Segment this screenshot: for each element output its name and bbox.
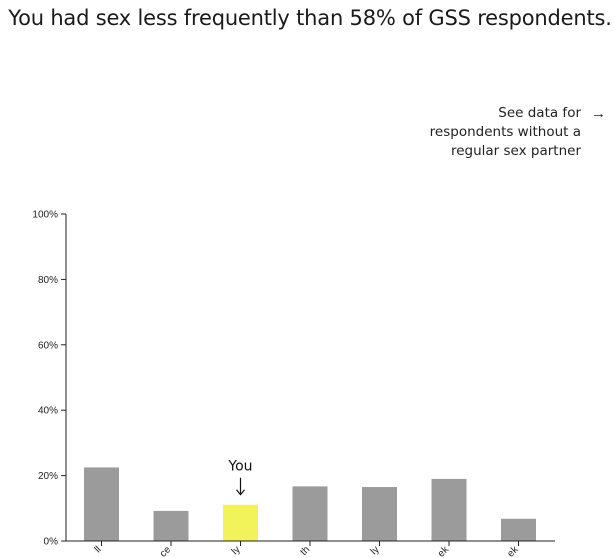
you-annotation: You bbox=[227, 459, 253, 496]
see-data-link[interactable]: See data for respondents without a regul… bbox=[406, 104, 606, 161]
y-tick-label: 60% bbox=[38, 340, 58, 351]
bar bbox=[153, 510, 189, 541]
x-tick-label: ll bbox=[93, 544, 104, 555]
bar bbox=[84, 467, 119, 541]
bar bbox=[501, 518, 536, 541]
bar bbox=[362, 487, 397, 541]
down-arrow-head bbox=[236, 489, 245, 496]
x-tick-label: ly bbox=[230, 544, 243, 557]
right-arrow-icon[interactable]: → bbox=[591, 105, 606, 122]
you-label: You bbox=[227, 459, 252, 475]
y-tick-label: 20% bbox=[38, 471, 58, 482]
headline: You had sex less frequently than 58% of … bbox=[8, 6, 612, 30]
bar bbox=[431, 478, 467, 541]
x-tick-label: ly bbox=[369, 544, 382, 557]
y-tick-label: 40% bbox=[38, 406, 58, 417]
bar-you bbox=[223, 504, 258, 541]
x-tick-label: ce bbox=[158, 544, 174, 558]
x-axis: ll ce ly th ly ek ek bbox=[66, 540, 555, 558]
y-tick-label: 80% bbox=[38, 275, 58, 286]
x-tick-label: th bbox=[298, 544, 312, 558]
bar bbox=[292, 486, 328, 541]
y-axis: 0% 20% 40% 60% 80% 100% bbox=[32, 210, 67, 548]
see-data-link-label[interactable]: See data for respondents without a regul… bbox=[429, 105, 581, 159]
bars bbox=[84, 467, 536, 541]
y-tick-label: 100% bbox=[32, 210, 58, 221]
y-tick-label: 0% bbox=[44, 537, 59, 548]
